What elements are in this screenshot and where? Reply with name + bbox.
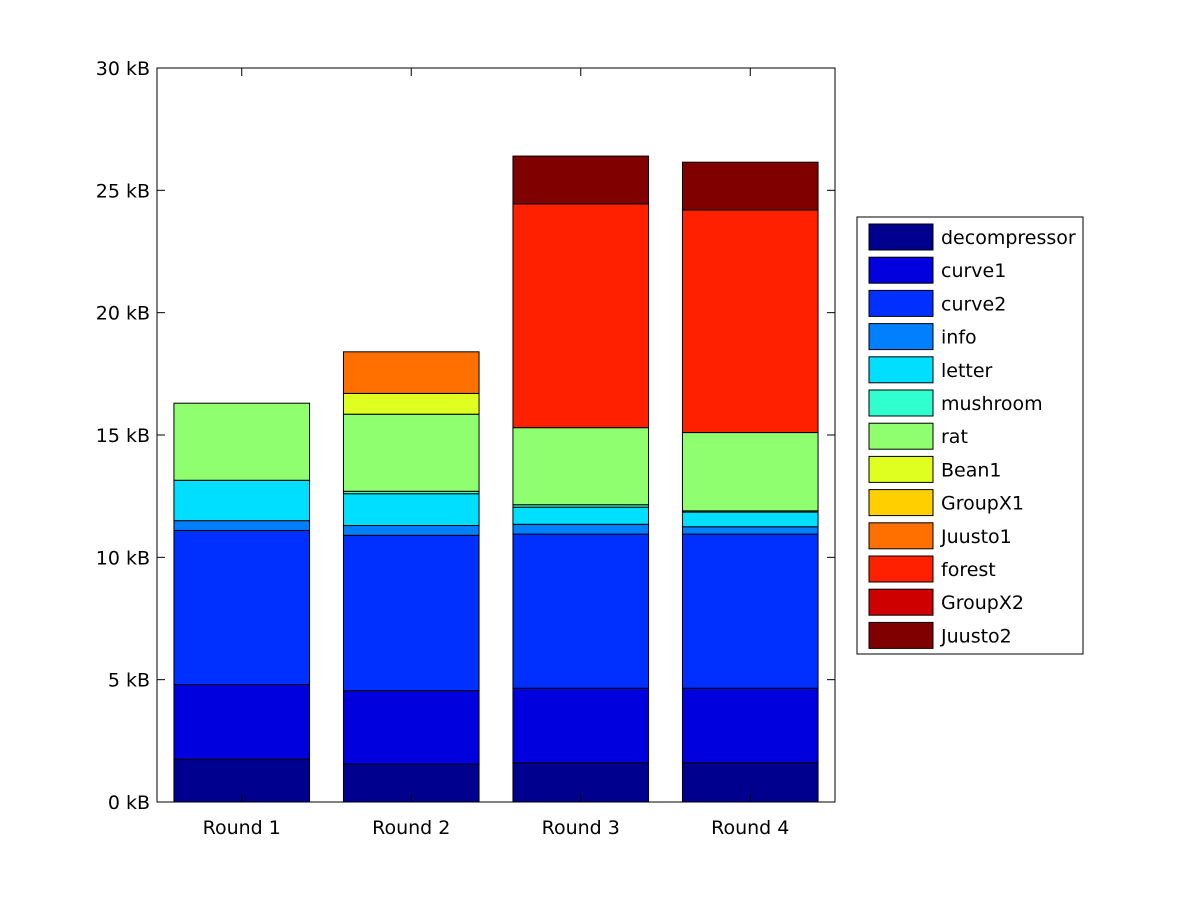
legend-label: info (941, 327, 977, 349)
legend-label: rat (941, 426, 968, 448)
bar-segment-letter (173, 479, 311, 522)
bar-segment-juusto2 (512, 155, 650, 205)
legend-swatch-curve1 (868, 256, 934, 284)
legend-label: GroupX2 (941, 592, 1024, 614)
legend: decompressor curve1 curve2 info letter mushro… (856, 216, 1084, 655)
y-tick-label: 5 kB (108, 670, 150, 692)
bar-segment-curve1 (681, 687, 819, 764)
legend-label: forest (941, 559, 996, 581)
y-axis: 0 kB 5 kB 10 kB 15 kB 20 kB 25 kB 30 kB (96, 58, 835, 814)
x-tick-label: Round 1 (203, 817, 281, 839)
y-tick-label: 20 kB (96, 303, 150, 325)
legend-swatch-groupx1 (868, 489, 934, 517)
legend-swatch-mushroom (868, 389, 934, 417)
bar-segment-rat (173, 402, 311, 481)
bar-segment-curve2 (342, 534, 480, 692)
x-tick-label: Round 4 (711, 817, 789, 839)
legend-label: curve1 (941, 260, 1006, 282)
bar-segment-curve1 (342, 690, 480, 765)
bar-segment-rat (512, 427, 650, 506)
bar-segment-curve2 (173, 529, 311, 686)
legend-label: Juusto1 (940, 526, 1012, 548)
bar-segment-forest (681, 209, 819, 434)
legend-swatch-juusto2 (868, 621, 934, 649)
y-tick-label: 25 kB (96, 180, 150, 202)
bar-segment-info (681, 526, 819, 535)
legend-entries: decompressor curve1 curve2 info letter mushro… (868, 223, 1076, 649)
bar-segment-letter (342, 493, 480, 527)
bar-segment-juusto1 (342, 351, 480, 394)
bar-segment-curve2 (681, 533, 819, 689)
legend-swatch-letter (868, 356, 934, 384)
bar-segment-curve1 (173, 684, 311, 760)
legend-label: letter (941, 360, 993, 382)
legend-swatch-info (868, 323, 934, 351)
legend-swatch-bean1 (868, 455, 934, 483)
legend-label: GroupX1 (941, 493, 1024, 515)
bars-layer (173, 155, 819, 803)
x-tick-label: Round 2 (372, 817, 450, 839)
bar-segment-juusto2 (681, 161, 819, 211)
legend-swatch-juusto1 (868, 522, 934, 550)
bar-segment-forest (512, 203, 650, 429)
y-tick-label: 0 kB (108, 792, 150, 814)
legend-swatch-curve2 (868, 289, 934, 317)
legend-swatch-forest (868, 555, 934, 583)
bar-segment-letter (512, 506, 650, 525)
legend-label: decompressor (941, 227, 1076, 249)
bar-segment-letter (681, 511, 819, 528)
bar-segment-curve1 (512, 687, 650, 764)
bar-segment-info (173, 520, 311, 531)
x-axis: Round 1 Round 2 Round 3 Round 4 (203, 68, 789, 839)
legend-label: Bean1 (941, 459, 1002, 481)
y-tick-label: 30 kB (96, 58, 150, 80)
legend-label: mushroom (941, 393, 1043, 415)
bar-segment-bean1 (342, 392, 480, 415)
x-tick-label: Round 3 (542, 817, 620, 839)
legend-label: curve2 (941, 293, 1006, 315)
legend-swatch-groupx2 (868, 588, 934, 616)
y-tick-label: 15 kB (96, 425, 150, 447)
bar-segment-info (512, 523, 650, 535)
bar-segment-rat (681, 432, 819, 512)
bar-segment-rat (342, 413, 480, 492)
legend-label: Juusto2 (940, 625, 1012, 647)
legend-swatch-decompressor (868, 223, 934, 251)
legend-swatch-rat (868, 422, 934, 450)
bar-segment-curve2 (512, 533, 650, 689)
bar-segment-info (342, 525, 480, 536)
y-tick-label: 10 kB (96, 547, 150, 569)
